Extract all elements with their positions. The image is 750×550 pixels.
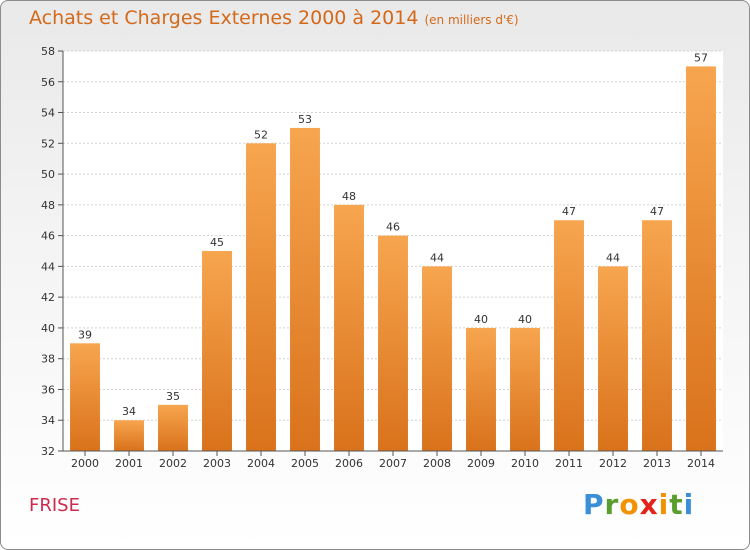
y-tick-label: 38 [41, 353, 55, 366]
bar [202, 251, 232, 451]
bar-value-label: 57 [694, 51, 708, 64]
proxiti-logo: Proxiti [583, 488, 694, 521]
logo-letter: t [669, 488, 684, 521]
x-tick-label: 2004 [247, 457, 275, 470]
x-tick-label: 2006 [335, 457, 363, 470]
y-tick-label: 50 [41, 168, 55, 181]
logo-letter: o [619, 488, 640, 521]
logo-letter: i [683, 488, 695, 521]
bar [686, 66, 716, 451]
x-tick-label: 2002 [159, 457, 187, 470]
bar-value-label: 53 [298, 113, 312, 126]
bar-value-label: 45 [210, 236, 224, 249]
x-tick-label: 2014 [687, 457, 715, 470]
bar-value-label: 46 [386, 221, 400, 234]
x-tick-label: 2007 [379, 457, 407, 470]
bar [334, 204, 364, 451]
bar [422, 266, 452, 451]
bar [510, 327, 540, 451]
bar [466, 327, 496, 451]
bar [598, 266, 628, 451]
y-tick-label: 40 [41, 322, 55, 335]
y-tick-label: 58 [41, 45, 55, 58]
bar-value-label: 35 [166, 390, 180, 403]
bar-value-label: 52 [254, 128, 268, 141]
x-tick-label: 2003 [203, 457, 231, 470]
bar-value-label: 47 [562, 205, 576, 218]
bar-value-label: 40 [474, 313, 488, 326]
y-tick-label: 44 [41, 260, 55, 273]
place-name: FRISE [29, 495, 80, 516]
y-tick-label: 56 [41, 76, 55, 89]
bar-value-label: 34 [122, 405, 136, 418]
logo-letter: i [658, 488, 670, 521]
bar-value-label: 48 [342, 190, 356, 203]
y-tick-label: 36 [41, 383, 55, 396]
x-tick-label: 2005 [291, 457, 319, 470]
bar [114, 420, 144, 451]
y-tick-label: 32 [41, 445, 55, 458]
x-tick-label: 2008 [423, 457, 451, 470]
x-tick-label: 2013 [643, 457, 671, 470]
y-tick-label: 54 [41, 107, 55, 120]
bar [246, 143, 276, 452]
y-tick-label: 52 [41, 137, 55, 150]
y-tick-label: 34 [41, 414, 55, 427]
chart-title: Achats et Charges Externes 2000 à 2014 (e… [29, 7, 519, 29]
bar-value-label: 44 [430, 251, 444, 264]
bar [290, 127, 320, 451]
bar [554, 220, 584, 451]
bar [158, 404, 188, 451]
y-tick-label: 46 [41, 230, 55, 243]
bar [642, 220, 672, 451]
chart-title-text: Achats et Charges Externes 2000 à 2014 [29, 7, 419, 29]
bar [70, 343, 100, 451]
bar-value-label: 47 [650, 205, 664, 218]
bar-value-label: 40 [518, 313, 532, 326]
bar-value-label: 44 [606, 251, 620, 264]
bar-value-label: 39 [78, 328, 92, 341]
logo-letter: r [604, 488, 620, 521]
x-tick-label: 2000 [71, 457, 99, 470]
x-tick-label: 2001 [115, 457, 143, 470]
logo-letter: P [583, 488, 605, 521]
chart-subtitle: (en milliers d'€) [424, 13, 519, 27]
y-tick-label: 42 [41, 291, 55, 304]
x-tick-label: 2009 [467, 457, 495, 470]
y-tick-label: 48 [41, 199, 55, 212]
x-tick-label: 2012 [599, 457, 627, 470]
logo-letter: x [639, 488, 659, 521]
x-tick-label: 2011 [555, 457, 583, 470]
x-tick-label: 2010 [511, 457, 539, 470]
bar [378, 235, 408, 451]
